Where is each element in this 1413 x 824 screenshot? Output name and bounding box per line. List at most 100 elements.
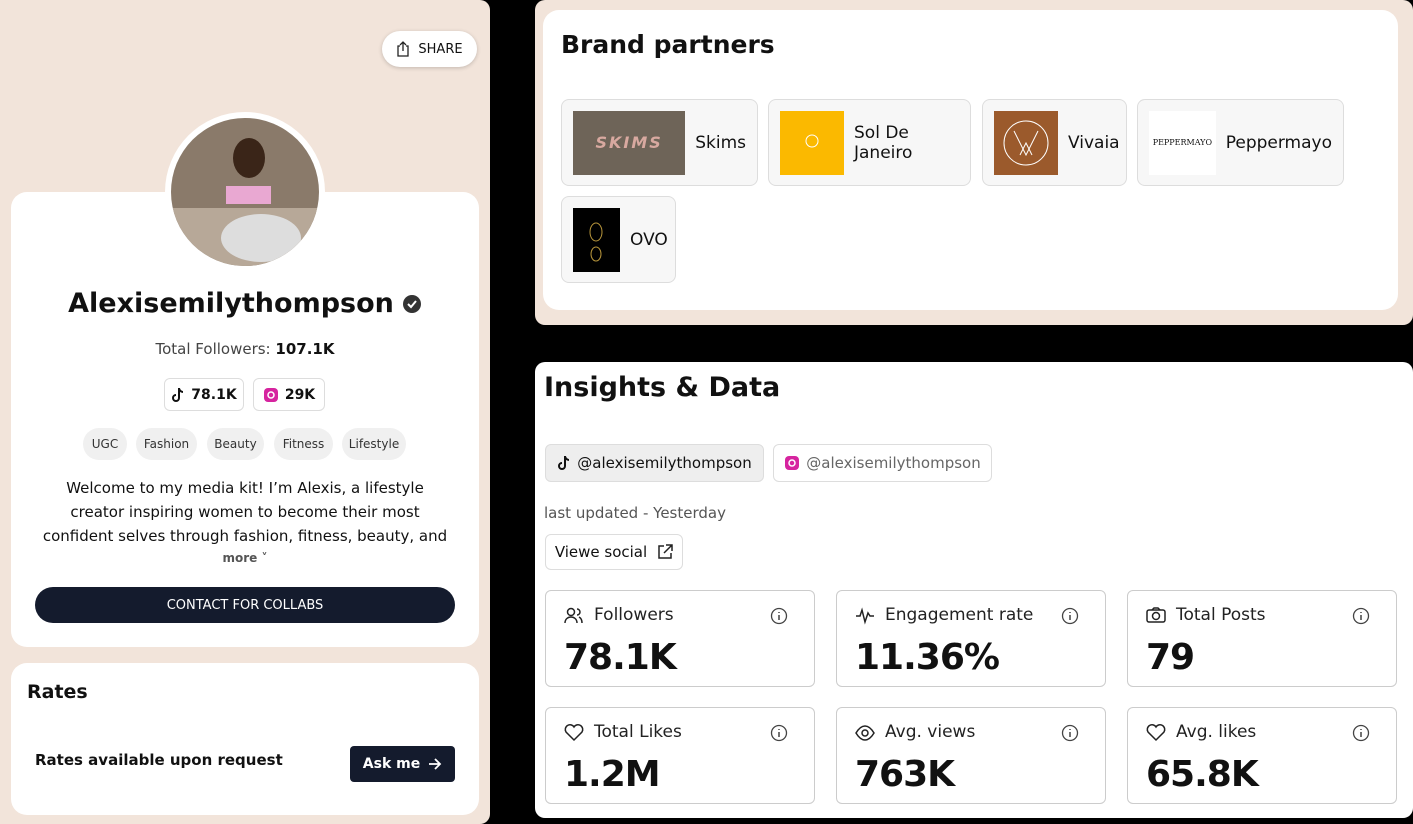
- brand-chip[interactable]: SKIMS Skims: [561, 99, 758, 186]
- info-icon: [1061, 607, 1079, 629]
- view-social-button[interactable]: Viewe social: [545, 534, 683, 570]
- tag: Beauty: [207, 428, 264, 460]
- metric-card: Avg. views 763K: [836, 707, 1106, 804]
- metric-value: 11.36%: [855, 637, 1000, 678]
- info-icon: [1061, 724, 1079, 746]
- metric-value: 763K: [855, 754, 955, 795]
- metric-icon-svg: [564, 607, 583, 624]
- brand-name: OVO: [630, 229, 668, 250]
- brand-name: Skims: [695, 132, 746, 153]
- tag: Lifestyle: [342, 428, 406, 460]
- metric-icon: [564, 606, 584, 630]
- metric-icon: [1146, 723, 1166, 747]
- ovo-logo: [573, 207, 620, 272]
- info-svg: [1061, 724, 1079, 742]
- profile-name: Alexisemilythompson: [68, 288, 394, 319]
- metric-icon: [564, 723, 584, 747]
- account-tab[interactable]: @alexisemilythompson: [773, 444, 992, 482]
- brand-name: Vivaia: [1068, 132, 1120, 153]
- metric-icon-svg: [564, 724, 584, 742]
- info-icon: [770, 724, 788, 746]
- instagram-icon: [263, 387, 278, 402]
- tag: UGC: [83, 428, 127, 460]
- more-label: more: [222, 551, 258, 565]
- view-social-label: Viewe social: [554, 543, 648, 561]
- metric-card: Engagement rate 11.36%: [836, 590, 1106, 687]
- contact-button[interactable]: CONTACT FOR COLLABS: [35, 587, 455, 623]
- brands-title: Brand partners: [561, 30, 775, 59]
- tiktok-count: 78.1K: [191, 386, 237, 403]
- metric-value: 79: [1146, 637, 1195, 678]
- info-svg: [1352, 724, 1370, 742]
- info-icon: [1352, 724, 1370, 746]
- metric-value: 78.1K: [564, 637, 677, 678]
- arrow-icon: [429, 758, 442, 770]
- instagram-count: 29K: [284, 386, 316, 403]
- info-svg: [1352, 607, 1370, 625]
- instagram-icon: [785, 456, 800, 470]
- metric-label: Total Likes: [594, 722, 682, 742]
- metric-icon-svg: [856, 607, 874, 625]
- metric-label: Avg. likes: [1176, 722, 1257, 742]
- info-icon: [1352, 607, 1370, 629]
- brands-panel: Brand partners SKIMS Skims Sol De Janeir…: [535, 0, 1413, 325]
- vivaia-logo: [994, 110, 1058, 175]
- info-svg: [770, 724, 788, 742]
- skims-logo: SKIMS: [573, 110, 686, 175]
- avatar: [165, 112, 325, 272]
- tag: Fashion: [136, 428, 197, 460]
- info-svg: [770, 607, 788, 625]
- brand-chip[interactable]: OVO: [561, 196, 676, 283]
- metric-card: Total Likes 1.2M: [545, 707, 815, 804]
- avatar-image: [171, 118, 319, 266]
- followers-label: Total Followers:: [155, 340, 271, 358]
- ask-button[interactable]: Ask me: [350, 746, 455, 782]
- rates-text: Rates available upon request: [35, 751, 283, 769]
- metric-icon-svg: [1146, 607, 1166, 623]
- tag: Fitness: [274, 428, 333, 460]
- metric-icon-svg: [1146, 724, 1166, 742]
- bio: Welcome to my media kit! I’m Alexis, a l…: [42, 479, 448, 545]
- share-button[interactable]: SHARE: [382, 31, 477, 67]
- metric-value: 1.2M: [564, 754, 661, 795]
- insights-title: Insights & Data: [544, 372, 781, 403]
- share-icon: [397, 41, 410, 57]
- metric-card: Total Posts 79: [1127, 590, 1397, 687]
- followers-total: 107.1K: [275, 340, 335, 358]
- tiktok-chip: 78.1K: [164, 378, 244, 411]
- metric-value: 65.8K: [1146, 754, 1259, 795]
- metric-icon: [855, 606, 875, 630]
- account-handle: @alexisemilythompson: [577, 454, 752, 472]
- info-svg: [1061, 607, 1079, 625]
- metric-label: Followers: [594, 605, 674, 625]
- brand-chip[interactable]: Sol De Janeiro: [768, 99, 971, 186]
- account-handle: @alexisemilythompson: [806, 454, 981, 472]
- metric-label: Engagement rate: [885, 605, 1034, 625]
- tiktok-icon: [558, 455, 570, 470]
- verified-badge: [402, 294, 421, 313]
- metric-card: Avg. likes 65.8K: [1127, 707, 1397, 804]
- metric-icon: [855, 723, 875, 747]
- profile-panel: SHARE Alexisemilythompson Total Follower…: [0, 0, 490, 824]
- tiktok-icon: [172, 387, 184, 402]
- brand-chip[interactable]: Vivaia: [982, 99, 1127, 186]
- sol-logo: [780, 110, 844, 175]
- metric-label: Avg. views: [885, 722, 976, 742]
- rates-title: Rates: [27, 681, 88, 703]
- external-icon: [658, 544, 673, 559]
- brand-chip[interactable]: PEPPERMAYO Peppermayo: [1137, 99, 1344, 186]
- last-updated: last updated - Yesterday: [544, 504, 726, 522]
- info-icon: [770, 607, 788, 629]
- account-tab[interactable]: @alexisemilythompson: [545, 444, 764, 482]
- brand-name: Sol De Janeiro: [854, 122, 913, 163]
- share-label: SHARE: [418, 41, 463, 57]
- metric-card: Followers 78.1K: [545, 590, 815, 687]
- ask-label: Ask me: [362, 756, 421, 772]
- metric-label: Total Posts: [1176, 605, 1266, 625]
- brand-name: Peppermayo: [1225, 132, 1332, 153]
- instagram-chip: 29K: [253, 378, 325, 411]
- brands-card: Brand partners SKIMS Skims Sol De Janeir…: [543, 10, 1398, 310]
- insights-panel: Insights & Data @alexisemilythompson @al…: [535, 362, 1413, 818]
- more-toggle[interactable]: more ˅: [222, 551, 268, 565]
